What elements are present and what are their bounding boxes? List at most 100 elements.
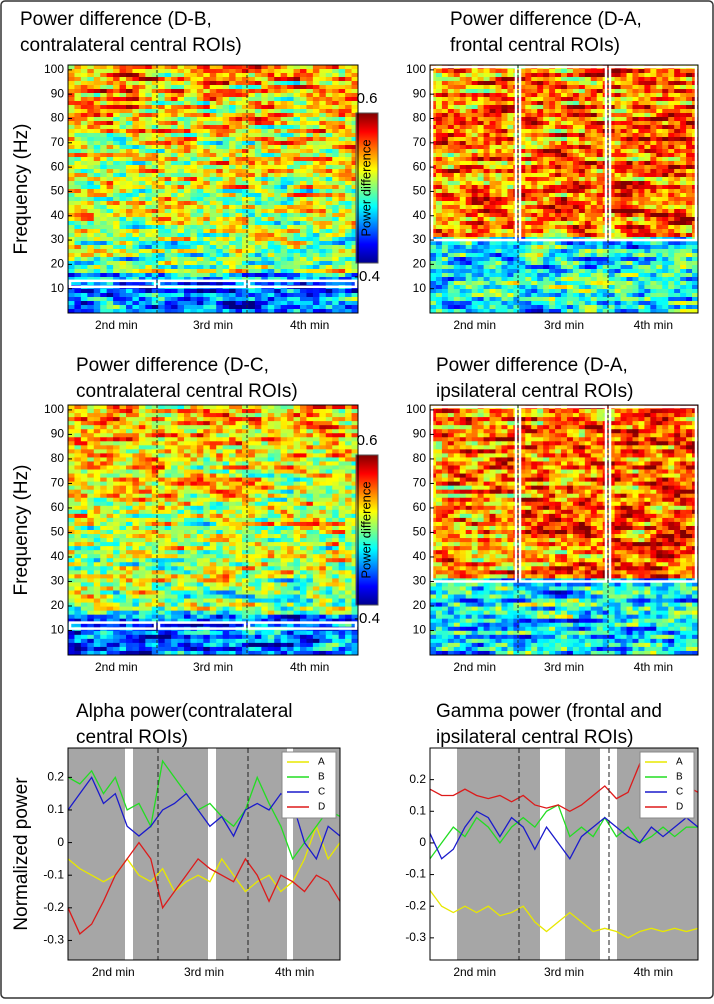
heatmap-cell	[261, 109, 268, 114]
heatmap-cell	[591, 209, 597, 214]
heatmap-cell	[152, 245, 159, 250]
heatmap-cell	[236, 201, 243, 206]
heatmap-cell	[662, 241, 668, 246]
heatmap-cell	[152, 149, 159, 154]
heatmap-cell	[242, 253, 249, 258]
heatmap-cell	[332, 69, 339, 74]
heatmap-cell	[352, 65, 359, 70]
heatmap-cell	[319, 301, 326, 306]
heatmap-cell	[561, 193, 567, 198]
heatmap-cell	[107, 81, 114, 86]
heatmap-cell	[210, 301, 217, 306]
heatmap-cell	[165, 77, 172, 82]
heatmap-cell	[501, 205, 507, 210]
heatmap-cell	[496, 213, 502, 218]
heatmap-cell	[313, 261, 320, 266]
heatmap-cell	[178, 65, 185, 70]
heatmap-cell	[248, 221, 255, 226]
heatmap-cell	[203, 113, 210, 118]
heatmap-cell	[680, 197, 686, 202]
heatmap-cell	[255, 181, 262, 186]
heatmap-cell	[87, 297, 94, 302]
heatmap-cell	[68, 149, 75, 154]
heatmap-cell	[448, 221, 454, 226]
heatmap-cell	[507, 253, 513, 258]
heatmap-cell	[210, 129, 217, 134]
heatmap-cell	[184, 213, 191, 218]
heatmap-cell	[478, 233, 484, 238]
heatmap-cell	[484, 205, 490, 210]
heatmap-cell	[656, 185, 662, 190]
heatmap-cell	[100, 209, 107, 214]
heatmap-cell	[261, 73, 268, 78]
heatmap-cell	[268, 245, 275, 250]
heatmap-cell	[525, 193, 531, 198]
heatmap-cell	[579, 101, 585, 106]
heatmap-cell	[597, 145, 603, 150]
heatmap-cell	[268, 149, 275, 154]
heatmap-cell	[549, 169, 555, 174]
heatmap-cell	[74, 81, 81, 86]
heatmap-cell	[100, 137, 107, 142]
heatmap-cell	[662, 185, 668, 190]
heatmap-cell	[281, 205, 288, 210]
heatmap-cell	[332, 205, 339, 210]
heatmap-cell	[543, 113, 549, 118]
heatmap-cell	[229, 105, 236, 110]
heatmap-cell	[621, 177, 627, 182]
heatmap-cell	[152, 221, 159, 226]
heatmap-cell	[638, 125, 644, 130]
heatmap-cell	[74, 101, 81, 106]
heatmap-cell	[171, 105, 178, 110]
heatmap-cell	[120, 197, 127, 202]
heatmap-cell	[501, 221, 507, 226]
heatmap-cell	[501, 129, 507, 134]
heatmap-cell	[448, 205, 454, 210]
heatmap-cell	[436, 217, 442, 222]
heatmap-cell	[490, 189, 496, 194]
heatmap-cell	[313, 201, 320, 206]
heatmap-cell	[662, 129, 668, 134]
heatmap-cell	[139, 141, 146, 146]
heatmap-cell	[573, 201, 579, 206]
heatmap-cell	[478, 249, 484, 254]
heatmap-cell	[197, 133, 204, 138]
heatmap-cell	[197, 293, 204, 298]
heatmap-cell	[139, 185, 146, 190]
heatmap-cell	[507, 125, 513, 130]
heatmap-cell	[74, 209, 81, 214]
heatmap-cell	[190, 117, 197, 122]
heatmap-cell	[74, 273, 81, 278]
heatmap-cell	[261, 101, 268, 106]
heatmap-cell	[248, 193, 255, 198]
heatmap-cell	[442, 173, 448, 178]
heatmap-cell	[313, 169, 320, 174]
heatmap-cell	[306, 113, 313, 118]
heatmap-cell	[87, 109, 94, 114]
heatmap-cell	[501, 153, 507, 158]
heatmap-cell	[543, 93, 549, 98]
heatmap-cell	[100, 77, 107, 82]
heatmap-cell	[501, 161, 507, 166]
heatmap-cell	[615, 225, 621, 230]
heatmap-cell	[132, 225, 139, 230]
heatmap-cell	[454, 209, 460, 214]
heatmap-cell	[644, 89, 650, 94]
heatmap-cell	[248, 173, 255, 178]
heatmap-cell	[496, 145, 502, 150]
heatmap-cell	[287, 185, 294, 190]
heatmap-cell	[274, 173, 281, 178]
heatmap-cell	[501, 81, 507, 86]
heatmap-cell	[236, 301, 243, 306]
heatmap-cell	[668, 201, 674, 206]
heatmap-cell	[287, 129, 294, 134]
heatmap-cell	[632, 241, 638, 246]
heatmap-cell	[171, 93, 178, 98]
heatmap-cell	[87, 269, 94, 274]
heatmap-cell	[145, 261, 152, 266]
heatmap-cell	[100, 197, 107, 202]
heatmap-cell	[460, 249, 466, 254]
heatmap-cell	[294, 89, 301, 94]
heatmap-cell	[68, 153, 75, 158]
heatmap-cell	[248, 161, 255, 166]
